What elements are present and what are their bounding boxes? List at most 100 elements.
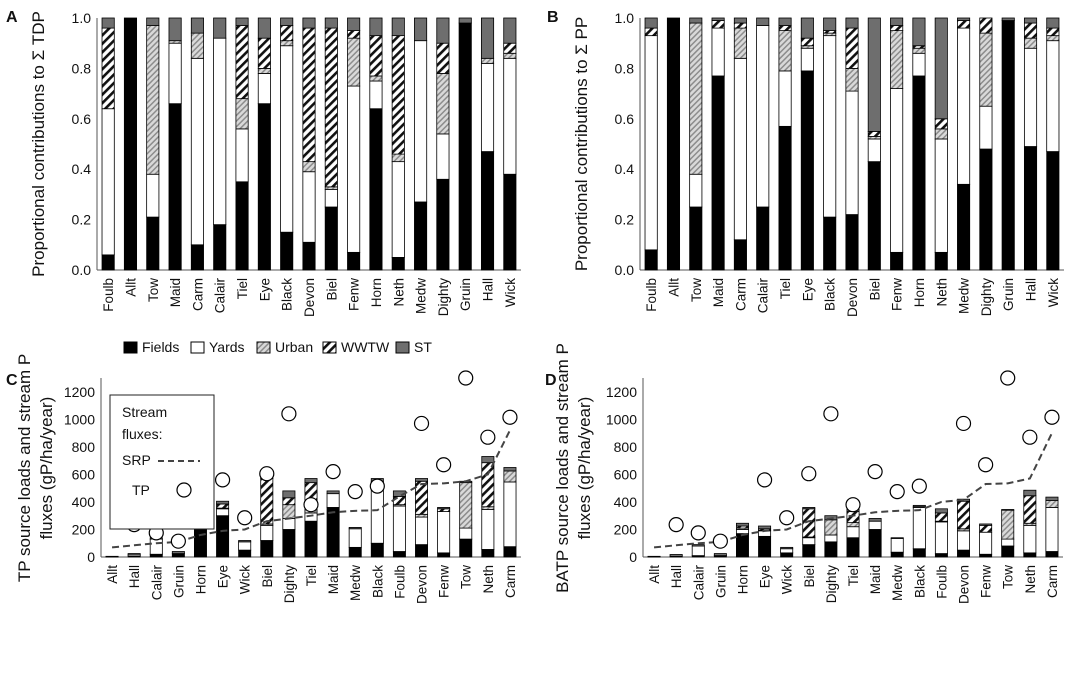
panel-d-bar-st-horn bbox=[735, 522, 749, 527]
panel-d-tp-point-hall bbox=[668, 517, 684, 533]
panel-c-category-label: Horn bbox=[193, 565, 208, 594]
panel-b-bar-yards-fenw bbox=[890, 88, 904, 253]
panel-b-bar-wwtw-hall bbox=[1023, 22, 1038, 39]
panel-c-bar-fields-neth bbox=[481, 549, 495, 558]
panel-d-bar-fields-tiel bbox=[846, 537, 860, 558]
panel-c-bar-fields-calair bbox=[149, 553, 163, 558]
panel-a-category-label: Carm bbox=[190, 278, 205, 311]
panel-d-category-label: Gruin bbox=[713, 565, 728, 598]
panel-c-bar-urban-carm bbox=[503, 470, 517, 483]
panel-d-bar-fields-tow bbox=[1001, 545, 1015, 558]
panel-c-tp-point-medw bbox=[347, 483, 363, 500]
panel-b-bar-urban-devon bbox=[845, 68, 859, 92]
panel-a-bar-fields-horn bbox=[369, 108, 383, 271]
panel-d-bar-st-calair bbox=[691, 544, 705, 547]
panel-d-bar-wwtw-neth bbox=[1023, 495, 1037, 524]
panel-d-tp-point-calair bbox=[690, 525, 706, 541]
panel-a-bar-yards-horn bbox=[369, 80, 383, 110]
panel-b-bar-yards-foulb bbox=[644, 35, 658, 251]
panel-d-bar-fields-wick bbox=[780, 552, 794, 558]
panel-b-bar-urban-hall bbox=[1023, 37, 1038, 49]
panel-a-bar-st-horn bbox=[369, 17, 383, 37]
panel-c-tp-point-tiel bbox=[303, 497, 319, 513]
panel-a-bar-wwtw-horn bbox=[369, 35, 383, 77]
panel-d-bar-fields-carm bbox=[1045, 551, 1059, 558]
panel-b-ytick-label: 0.6 bbox=[615, 111, 635, 127]
panel-a-category-label: Fenw bbox=[347, 278, 362, 311]
panel-c-chart: 0 200 400 600 800 1000 1200 TP source loads and… bbox=[15, 354, 521, 604]
panel-a-bar-yards-eye bbox=[257, 73, 271, 105]
panel-a-ytick-label: 0.8 bbox=[72, 60, 92, 76]
panel-a-ytick-label: 0.0 bbox=[72, 262, 92, 278]
panel-c-bar-yards-wick bbox=[238, 541, 252, 551]
panel-c-tp-point-dighty bbox=[281, 406, 297, 422]
panel-d-tp-point-eye bbox=[756, 472, 773, 488]
panel-a-ytick-label: 0.6 bbox=[72, 111, 92, 127]
panel-d-bar-yards-biel bbox=[802, 537, 816, 546]
panel-d-tp-point-fenw bbox=[978, 457, 994, 473]
panel-d-tp-point-tiel bbox=[845, 497, 861, 513]
panel-d-bar-st-wick bbox=[780, 546, 794, 550]
panel-d-bar-st-eye bbox=[758, 525, 772, 530]
panel-b-bar-st-medw bbox=[957, 17, 971, 21]
panel-a-bar-yards-black bbox=[280, 45, 294, 233]
panel-b-bar-urban-wick bbox=[1046, 35, 1060, 42]
panel-b-bar-st-black bbox=[823, 17, 837, 32]
panel-a-chart: 0.0 0.2 0.4 0.6 0.8 1.0 Proportional contribut… bbox=[29, 10, 521, 317]
panel-c-ytick-label: 1000 bbox=[64, 411, 95, 427]
panel-d-tp-point-maid bbox=[867, 464, 883, 480]
panel-b-bar-wwtw-wick bbox=[1046, 27, 1060, 37]
panel-b-bar-yards-tiel bbox=[778, 70, 792, 127]
panel-a-bar-fields-fenw bbox=[347, 251, 361, 271]
panel-a-bar-fields-calair bbox=[213, 224, 227, 271]
panel-d-bar-st-allt bbox=[647, 555, 661, 558]
panel-d-bar-fields-neth bbox=[1023, 552, 1037, 558]
panel-a-category-label: Neth bbox=[391, 278, 406, 307]
panel-a-bar-yards-maid bbox=[168, 42, 182, 105]
panel-b-bar-yards-devon bbox=[845, 90, 859, 215]
panel-b-bar-st-calair bbox=[756, 17, 770, 26]
panel-a-bar-st-wick bbox=[503, 17, 517, 44]
panel-b-bar-fields-medw bbox=[957, 183, 971, 271]
panel-a-bar-urban-carm bbox=[190, 32, 204, 59]
panel-b-bar-fields-calair bbox=[756, 206, 770, 271]
panel-d-tp-point-devon bbox=[955, 415, 972, 432]
panel-c-bar-urban-devon bbox=[415, 513, 429, 518]
panel-b-ytick-label: 0.4 bbox=[615, 161, 635, 177]
panel-b-bar-st-devon bbox=[845, 17, 859, 29]
panel-b-bar-yards-maid bbox=[711, 27, 725, 77]
panel-a-bar-wwtw-neth bbox=[391, 35, 405, 155]
panel-d-bar-st-hall bbox=[669, 554, 683, 556]
panel-c-category-label: Foulb bbox=[392, 565, 407, 599]
panel-c-ytick-label: 0 bbox=[87, 549, 95, 565]
panel-b-category-label: Horn bbox=[912, 278, 927, 307]
panel-c-bar-yards-dighty bbox=[282, 518, 296, 530]
panel-b-bar-st-gruin bbox=[1001, 17, 1015, 21]
panel-c-bar-fields-tow bbox=[459, 538, 473, 558]
panel-a-bar-fields-wick bbox=[503, 173, 517, 271]
panel-a-category-label: Calair bbox=[213, 278, 228, 314]
panel-d-bar-st-neth bbox=[1023, 489, 1037, 497]
panel-c-tp-point-carm bbox=[502, 409, 518, 425]
panel-b-bar-st-tow bbox=[689, 17, 703, 24]
panel-c-tp-point-gruin bbox=[170, 533, 186, 549]
panel-a-bar-yards-wick bbox=[503, 57, 517, 175]
panel-b-category-label: Maid bbox=[711, 278, 726, 307]
panel-c-bar-yards-eye bbox=[216, 508, 230, 517]
panel-a-category-label: Black bbox=[280, 278, 295, 311]
panel-d-bar-yards-maid bbox=[868, 520, 882, 530]
panel-b-bar-wwtw-fenw bbox=[890, 25, 904, 31]
panel-d-category-label: Hall bbox=[669, 565, 684, 588]
panel-c-tp-point-fenw bbox=[436, 457, 452, 473]
panel-label-b: B bbox=[547, 9, 559, 26]
panel-b-category-label: Eye bbox=[800, 278, 815, 301]
panel-a-bar-st-foulb bbox=[101, 17, 115, 29]
panel-d-bar-st-black bbox=[912, 504, 926, 508]
panel-a-bar-yards-tiel bbox=[235, 128, 249, 183]
panel-d-bar-urban-carm bbox=[1045, 500, 1059, 508]
panel-b-bar-fields-black bbox=[823, 216, 837, 271]
panel-b-category-label: Hall bbox=[1024, 278, 1039, 301]
panel-a-bar-st-gruin bbox=[458, 17, 472, 24]
panel-c-category-label: Wick bbox=[238, 565, 253, 594]
panel-a-bar-st-eye bbox=[257, 17, 271, 39]
